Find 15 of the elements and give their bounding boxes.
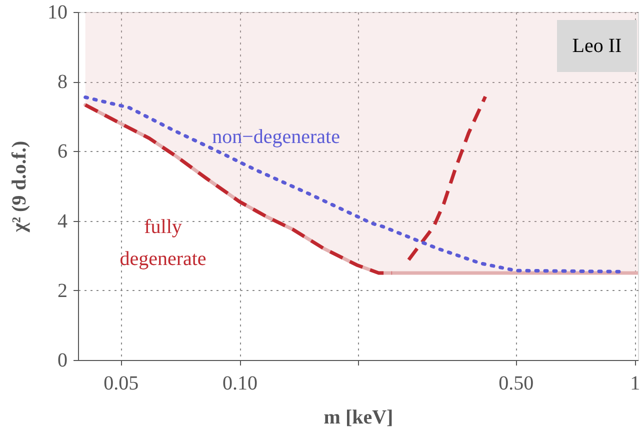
- x-tick-label: 0.50: [498, 372, 534, 394]
- x-tick-label: 1: [630, 372, 640, 394]
- series-label: non−degenerate: [212, 126, 340, 148]
- y-tick-label: 0: [58, 350, 68, 372]
- annotation: Leo II: [572, 35, 622, 57]
- series-label: fully degenerate: [120, 216, 206, 270]
- x-axis-title: m [keV]: [324, 406, 394, 428]
- y-tick-label: 8: [58, 71, 68, 94]
- y-tick-label: 10: [48, 2, 68, 24]
- y-axis-title: χ² (9 d.o.f.): [8, 140, 30, 234]
- y-tick-label: 6: [58, 140, 68, 163]
- y-tick-label: 4: [58, 210, 68, 232]
- y-tick-label: 2: [58, 280, 68, 302]
- x-tick-label: 0.05: [104, 372, 139, 394]
- x-tick-label: 0.10: [222, 372, 258, 394]
